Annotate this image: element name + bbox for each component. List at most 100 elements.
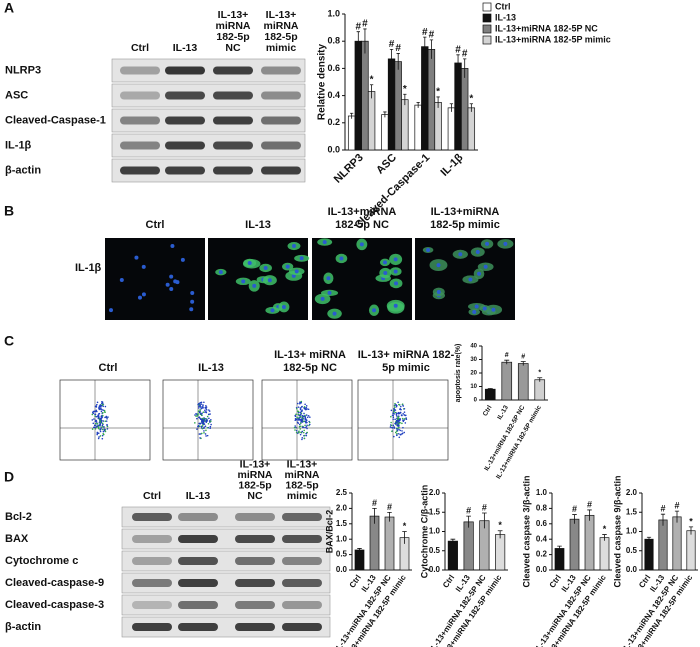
bar [584, 514, 595, 571]
event [394, 402, 396, 405]
blot-band [132, 535, 172, 543]
y-tick-label: 0.5 [429, 546, 441, 555]
nucleus [190, 299, 195, 304]
event [301, 430, 304, 433]
event [300, 410, 303, 413]
nucleus [382, 260, 387, 265]
error-bar [356, 31, 360, 51]
event [393, 426, 396, 428]
event [306, 408, 308, 410]
y-tick-label: 1.5 [429, 507, 441, 516]
event [196, 428, 198, 430]
nucleus [169, 287, 174, 292]
y-tick-label: 2.0 [336, 504, 348, 513]
blot-strip [111, 58, 306, 83]
blot-band [282, 513, 322, 521]
event [93, 418, 95, 420]
bar [447, 540, 458, 571]
blot-band [235, 535, 275, 543]
y-tick-label: 1.5 [626, 507, 638, 516]
nucleus [477, 271, 482, 276]
bar [384, 516, 395, 571]
blot-strip [121, 616, 331, 638]
error-bar [450, 538, 456, 544]
event [94, 424, 96, 427]
event [205, 409, 208, 411]
event [394, 406, 396, 409]
blot-band [213, 141, 253, 150]
event [105, 420, 108, 422]
event [297, 410, 300, 413]
nucleus [281, 304, 286, 309]
event [202, 411, 205, 413]
event [303, 434, 306, 437]
event [202, 404, 204, 406]
event [102, 430, 105, 433]
blot-band [213, 66, 253, 75]
y-tick-label: 0.8 [327, 36, 340, 46]
event [203, 417, 205, 420]
blot-band [120, 166, 160, 175]
event [198, 402, 200, 405]
nucleus [394, 281, 399, 286]
row-label: Cleaved-caspase-9 [5, 577, 104, 589]
blot-band [261, 91, 301, 100]
blot-band [178, 623, 218, 631]
event [303, 412, 305, 415]
y-axis-label: BAX/Bcl-2 [324, 510, 334, 554]
event [298, 425, 301, 428]
event [398, 424, 400, 427]
event [299, 428, 302, 430]
event [301, 405, 303, 408]
event [402, 419, 404, 421]
nucleus [483, 264, 488, 269]
event [205, 419, 208, 422]
blot-strip [111, 83, 306, 108]
event [99, 417, 102, 420]
event [303, 407, 306, 409]
event [390, 415, 392, 418]
nucleus [134, 255, 139, 260]
y-axis-label: Cytochrome C/β-actin [419, 485, 429, 579]
event [92, 422, 95, 425]
error-bar [487, 388, 493, 390]
event [299, 407, 302, 409]
event [299, 411, 302, 414]
event [399, 421, 401, 424]
event [200, 403, 202, 405]
event [303, 429, 305, 432]
event [399, 408, 401, 411]
nucleus [247, 260, 252, 265]
event [293, 426, 296, 429]
row-label: IL-1β [5, 139, 32, 151]
nucleus [383, 271, 388, 276]
event [95, 419, 98, 422]
nucleus [141, 292, 146, 297]
significance-mark: # [362, 19, 368, 30]
event [306, 424, 308, 427]
event [96, 403, 98, 406]
column-header: IL-13+ [266, 9, 297, 21]
event [305, 405, 308, 407]
event [201, 414, 203, 417]
event [391, 430, 393, 433]
error-bar [429, 39, 434, 59]
event [98, 407, 101, 409]
event [106, 423, 108, 426]
significance-mark: * [689, 516, 693, 526]
blot-band [282, 601, 322, 609]
event [101, 408, 103, 411]
event [396, 424, 399, 427]
event [302, 415, 305, 418]
error-bar [674, 510, 680, 523]
event [401, 430, 403, 432]
event [300, 420, 303, 422]
event [94, 422, 97, 425]
column-header: 182-5p mimic [430, 219, 500, 231]
event [390, 424, 393, 427]
event [99, 430, 102, 433]
event [197, 410, 200, 413]
event [93, 426, 95, 429]
event [200, 432, 203, 435]
x-tick-label: ASC [374, 152, 399, 177]
